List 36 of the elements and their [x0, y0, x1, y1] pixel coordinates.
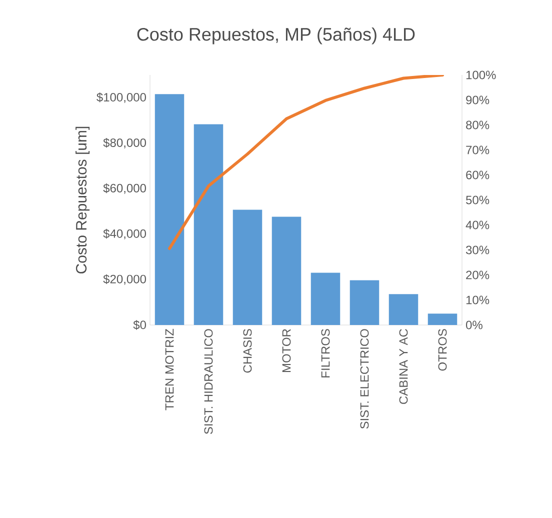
x-tick-label: TREN MOTRIZ	[165, 328, 174, 410]
x-tick-label: SIST. HIDRAULICO	[204, 329, 213, 434]
x-tick-label: CABINA Y AC	[399, 328, 408, 404]
y-tick-label: $100,000	[96, 92, 146, 103]
x-tick-label: OTROS	[438, 329, 447, 371]
y-tick-label: $20,000	[103, 274, 146, 285]
y2-tick-label: 30%	[466, 246, 490, 254]
bar	[350, 280, 380, 325]
bar	[428, 314, 458, 325]
bar	[388, 294, 418, 325]
y-tick-label: $40,000	[103, 228, 146, 240]
x-tick-label: MOTOR	[282, 329, 291, 372]
bar	[272, 216, 302, 325]
y2-tick-label: 0%	[466, 320, 482, 330]
bar	[154, 94, 184, 325]
y2-tick-label: 60%	[466, 170, 490, 180]
bar	[194, 124, 224, 325]
bar	[310, 272, 340, 325]
x-tick-label: FILTROS	[321, 329, 330, 378]
y-tick-label: $0	[133, 320, 146, 330]
y2-tick-label: 70%	[466, 146, 490, 154]
y2-tick-label: 90%	[466, 96, 490, 104]
y2-tick-label: 100%	[466, 70, 496, 80]
bar	[232, 210, 262, 325]
line-series	[168, 74, 444, 250]
y2-tick-label: 40%	[466, 220, 490, 230]
x-tick-label: SIST. ELECTRICO	[360, 329, 369, 429]
chart-title: Costo Repuestos, MP (5años) 4LD	[137, 28, 415, 44]
y-tick-label: $60,000	[103, 183, 146, 194]
y2-tick-label: 80%	[466, 120, 490, 130]
y2-tick-label: 20%	[466, 270, 490, 280]
y2-tick-label: 10%	[466, 296, 490, 304]
y-tick-label: $80,000	[103, 138, 146, 148]
y-axis-title: Costo Repuestos [um]	[76, 126, 90, 274]
y2-tick-label: 50%	[466, 196, 490, 204]
x-tick-label: CHASIS	[243, 329, 252, 373]
